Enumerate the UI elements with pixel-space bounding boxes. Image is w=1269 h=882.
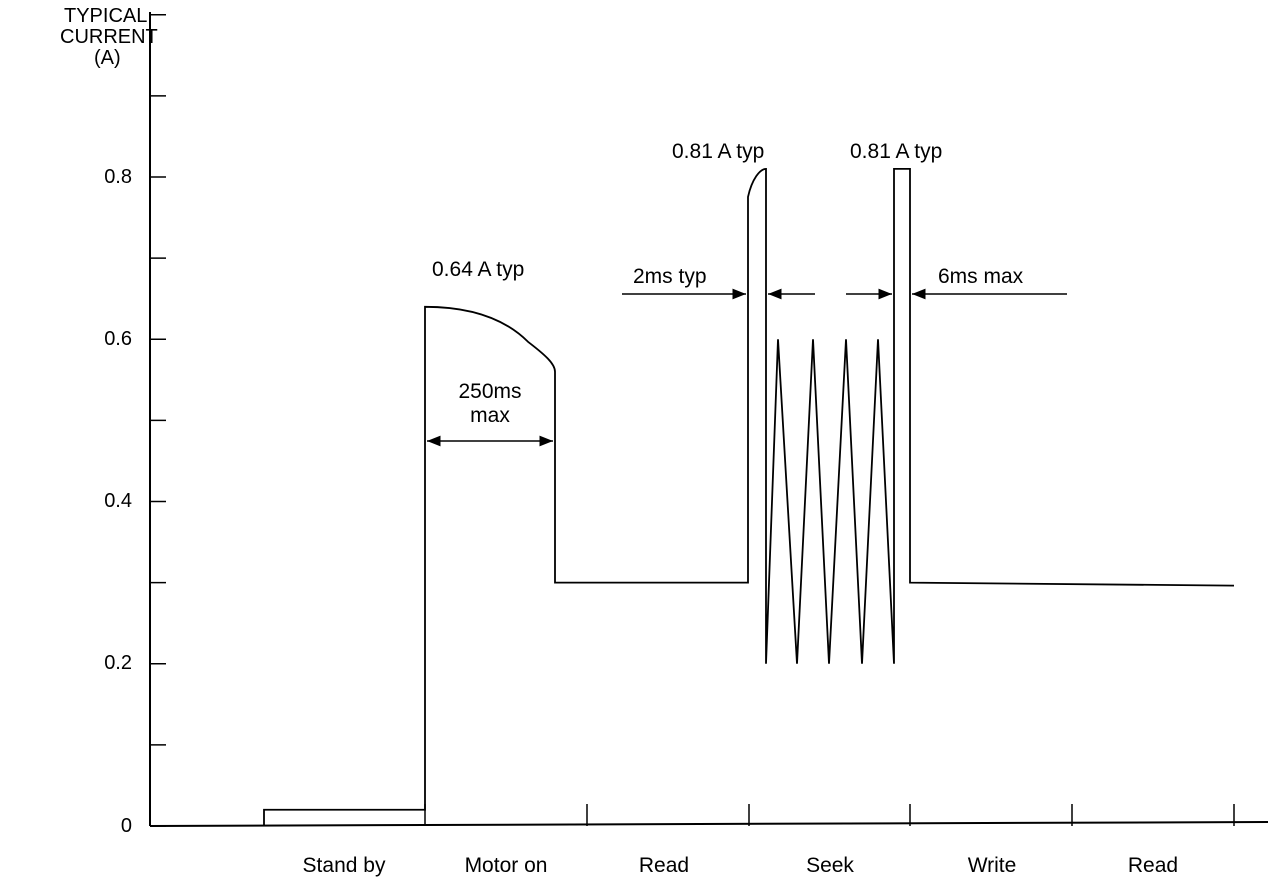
annotation-seek-pulse: 2ms typ <box>633 265 707 288</box>
y-tick-label-0-2: 0.2 <box>104 652 132 674</box>
annotation-motor-duration: 250ms max <box>440 380 540 428</box>
annotation-settle-pulse: 6ms max <box>938 265 1024 288</box>
annotation-seek-peak-1: 0.81 A typ <box>672 140 765 163</box>
annotation-motor-peak: 0.64 A typ <box>432 258 525 281</box>
phase-label-read: Read <box>638 854 690 877</box>
annotation-motor-duration-line-2: max <box>470 404 510 427</box>
phase-label-read-2: Read <box>1127 854 1179 877</box>
y-tick-label-0-8: 0.8 <box>104 166 132 188</box>
y-axis-label-line-2: CURRENT <box>60 26 158 48</box>
phase-label-motor-on: Motor on <box>464 854 548 877</box>
phase-label-seek: Seek <box>806 854 854 877</box>
y-axis-label-line-3: (A) <box>94 47 121 69</box>
annotation-seek-peak-2: 0.81 A typ <box>850 140 943 163</box>
y-tick-label-0: 0 <box>120 815 132 837</box>
x-axis-line <box>149 821 1269 827</box>
y-axis-label-line-1: TYPICAL <box>64 5 148 27</box>
phase-label-write: Write <box>967 854 1017 877</box>
annotation-motor-duration-line-1: 250ms <box>458 380 522 403</box>
current-waveform-line <box>263 167 1235 826</box>
phase-label-standby: Stand by <box>302 854 386 877</box>
y-axis-label: TYPICAL CURRENT (A) <box>60 5 222 69</box>
y-tick-label-0-6: 0.6 <box>104 328 132 350</box>
y-tick-label-0-4: 0.4 <box>104 490 132 512</box>
